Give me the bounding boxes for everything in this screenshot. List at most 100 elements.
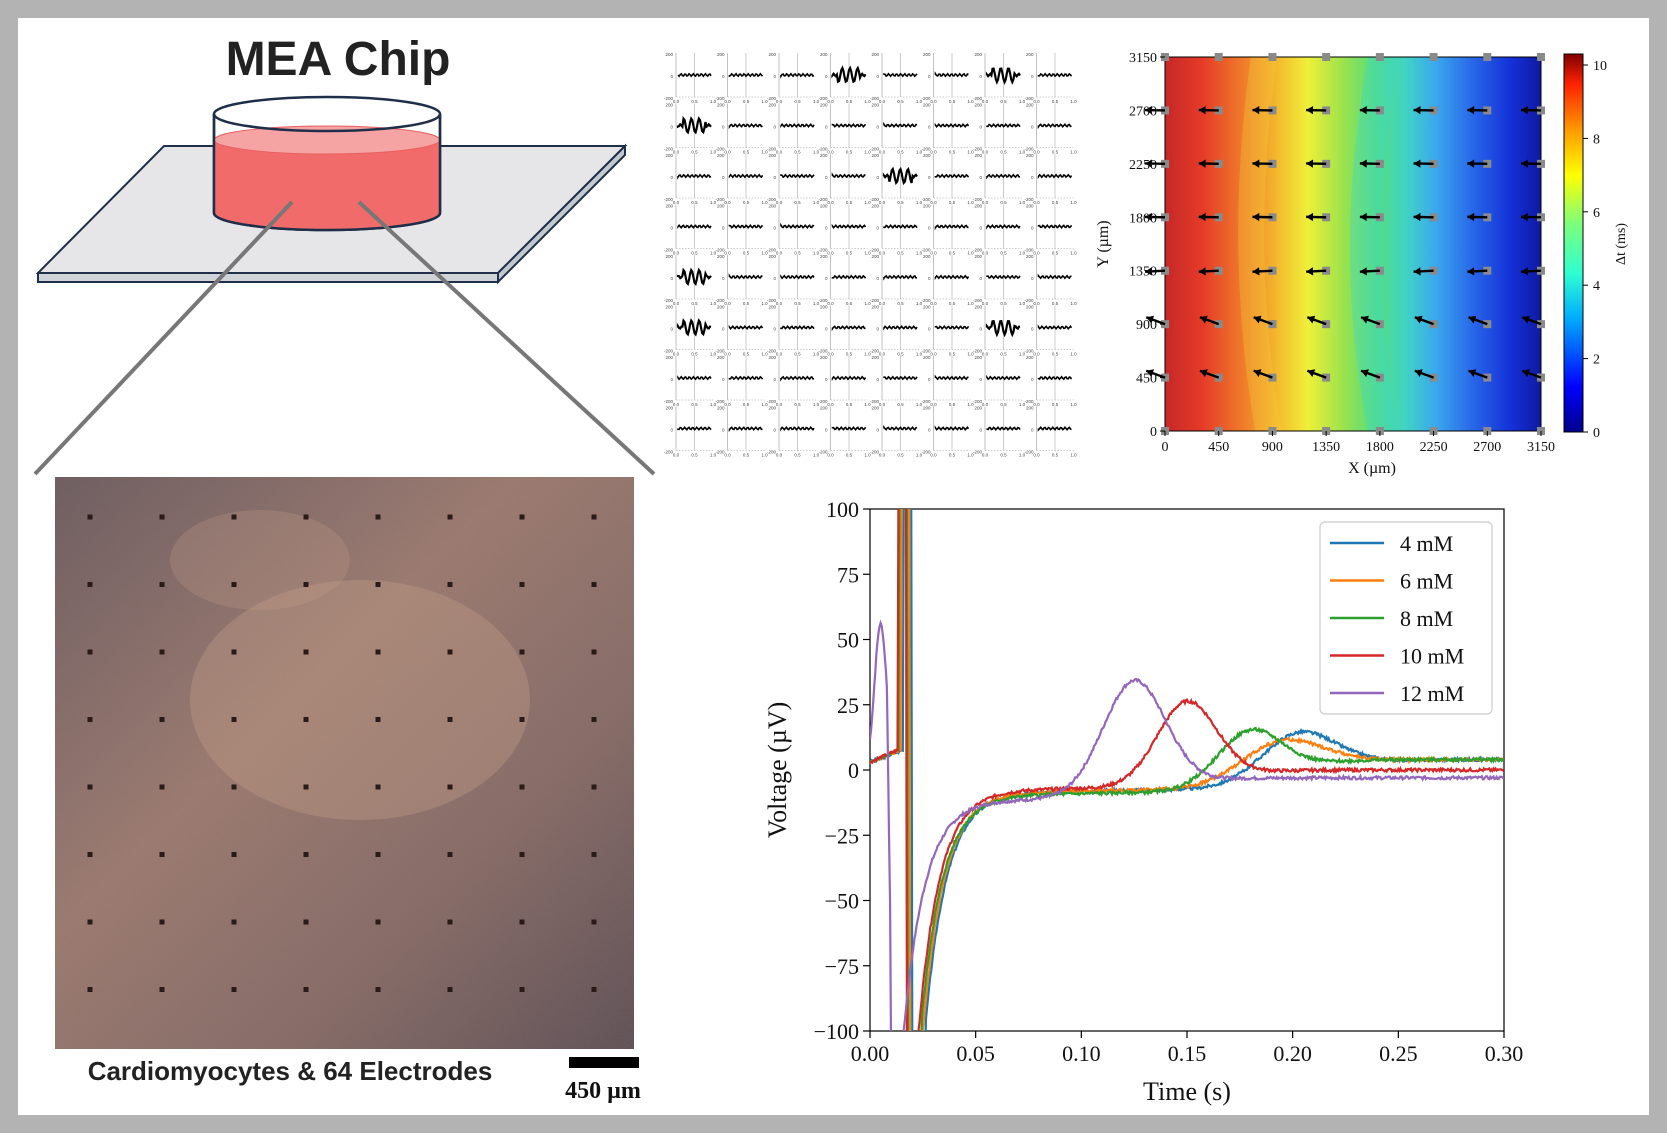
culture-medium <box>214 140 440 230</box>
trace-xtick-label: 0.5 <box>846 200 853 205</box>
trace-ytick-label: 0 <box>979 226 982 231</box>
trace-ytick-label: -200 <box>870 96 880 101</box>
trace-signal <box>883 121 918 128</box>
line-ytick-label: 0 <box>848 758 859 783</box>
trace-xtick-label: 1.0 <box>916 301 923 306</box>
electrode-dot <box>87 717 93 722</box>
trace-signal <box>728 375 764 381</box>
heatmap-vector-arrow <box>1520 159 1542 168</box>
activation-map: 0 450 900 1350 1800 2250 2700 3150 0 450 900 1350 18… <box>1095 51 1629 477</box>
trace-xtick-label: 0.5 <box>897 453 904 458</box>
trace-xtick-label: 1.0 <box>1070 453 1077 458</box>
electrode-dot <box>591 649 597 655</box>
electrode-dot <box>591 987 597 992</box>
trace-xtick-label: 1.0 <box>916 99 923 104</box>
heatmap-electrode <box>1537 53 1545 61</box>
trace-signal <box>676 115 712 135</box>
electrode-dot <box>87 649 93 655</box>
line-series-group <box>870 509 1504 1031</box>
heatmap-vector-arrow <box>1253 315 1273 326</box>
trace-ytick-label: 200 <box>820 406 828 411</box>
trace-ytick-label: -200 <box>818 96 828 101</box>
trace-ytick-label: -200 <box>715 450 725 455</box>
trace-ytick-label: 0 <box>825 327 828 332</box>
trace-ytick-label: 0 <box>670 125 673 130</box>
trace-signal <box>985 319 1021 338</box>
trace-xtick-label: 0.0 <box>930 200 937 205</box>
electrode-dot <box>519 514 525 520</box>
trace-ytick-label: 0 <box>670 74 673 79</box>
trace-ytick-label: 0 <box>670 175 673 180</box>
trace-xtick-label: 1.0 <box>967 301 974 306</box>
series-line <box>870 619 1504 1031</box>
activation-field <box>1165 57 1541 431</box>
trace-xtick-label: 0.5 <box>1000 453 1007 458</box>
line-ytick-label: −50 <box>825 889 859 914</box>
electrode-dot <box>231 582 237 587</box>
heatmap-electrode <box>1322 53 1331 61</box>
trace-xtick-label: 0.5 <box>949 301 956 306</box>
trace-signal <box>677 426 712 431</box>
trace-xtick-label: 0.0 <box>724 99 731 104</box>
trace-xtick-label: 1.0 <box>864 200 871 205</box>
trace-ytick-label: -200 <box>870 147 880 152</box>
trace-xtick-label: 1.0 <box>864 301 871 306</box>
trace-xtick-label: 0.5 <box>897 99 904 104</box>
trace-ytick-label: -200 <box>973 96 983 101</box>
trace-xtick-label: 0.0 <box>879 301 886 306</box>
trace-xtick-label: 1.0 <box>1070 301 1077 306</box>
heatmap-vector-arrow <box>1467 212 1488 222</box>
trace-xtick-label: 0.5 <box>846 352 853 357</box>
trace-xtick-label: 0.0 <box>827 99 834 104</box>
trace-xtick-label: 0.5 <box>743 453 750 458</box>
electrode-dot <box>303 784 309 790</box>
electrode-dot <box>303 919 309 925</box>
trace-signal <box>728 173 764 179</box>
trace-ytick-label: 200 <box>974 103 982 108</box>
trace-ytick-label: 200 <box>871 355 879 360</box>
trace-xtick-label: 0.5 <box>1000 99 1007 104</box>
trace-signal <box>883 274 917 281</box>
trace-ytick-label: 0 <box>773 377 776 382</box>
trace-xtick-label: 1.0 <box>864 99 871 104</box>
electrode-dot <box>159 717 165 722</box>
trace-ytick-label: -200 <box>1024 450 1034 455</box>
trace-xtick-label: 0.0 <box>827 301 834 306</box>
trace-signal <box>1037 273 1072 280</box>
trace-ytick-label: 0 <box>979 428 982 433</box>
trace-ytick-label: 0 <box>825 226 828 231</box>
trace-xtick-label: 0.0 <box>1033 99 1040 104</box>
heatmap-vector-arrow <box>1252 267 1273 276</box>
trace-ytick-label: -200 <box>715 349 725 354</box>
heatmap-vector-arrow <box>1359 159 1380 168</box>
electrode-dot <box>519 717 525 722</box>
trace-ytick-label: 200 <box>871 305 879 310</box>
trace-ytick-label: 200 <box>717 254 725 259</box>
trace-xtick-label: 1.0 <box>967 251 974 256</box>
trace-ytick-label: 200 <box>820 305 828 310</box>
heatmap-vector-arrow <box>1198 212 1219 222</box>
trace-xtick-label: 0.0 <box>930 453 937 458</box>
trace-xtick-label: 1.0 <box>1019 200 1026 205</box>
trace-ytick-label: 0 <box>876 125 879 130</box>
heatmap-electrode <box>1429 53 1438 61</box>
trace-ytick-label: 0 <box>876 377 879 382</box>
electrode-dot <box>447 514 453 520</box>
trace-xtick-label: 1.0 <box>967 200 974 205</box>
trace-xtick-label: 1.0 <box>916 402 923 407</box>
trace-ytick-label: -200 <box>664 298 674 303</box>
trace-signal <box>1037 123 1072 130</box>
electrode-dot <box>159 852 165 857</box>
trace-signal <box>1037 324 1073 330</box>
trace-xtick-label: 0.0 <box>776 453 783 458</box>
trace-signal <box>780 173 815 179</box>
trace-xtick-label: 1.0 <box>761 251 768 256</box>
trace-xtick-label: 0.0 <box>1033 200 1040 205</box>
trace-signal <box>986 173 1020 180</box>
line-xtick-label: 0.20 <box>1273 1041 1312 1066</box>
